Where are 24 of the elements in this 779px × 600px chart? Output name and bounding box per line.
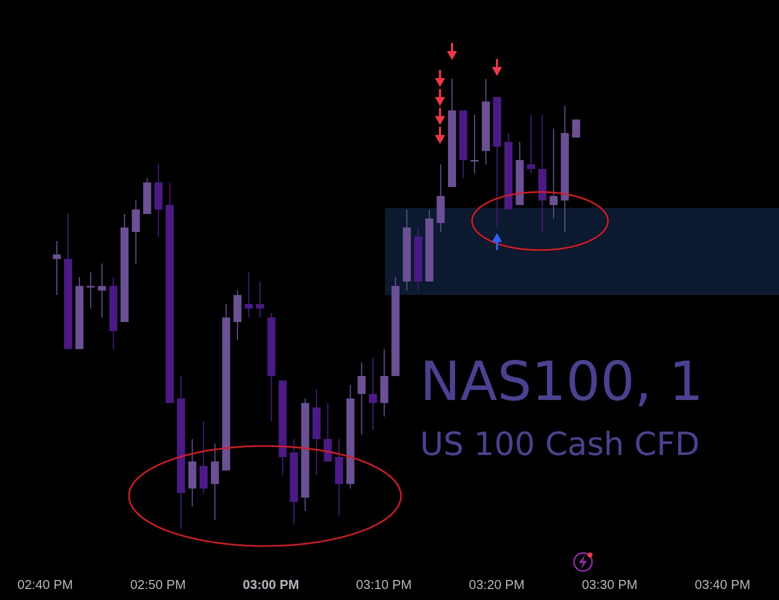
candlestick — [86, 272, 95, 309]
x-tick-label: 03:40 PM — [694, 577, 750, 592]
candlestick — [132, 200, 140, 264]
candlestick — [210, 443, 219, 520]
candlestick — [572, 120, 580, 138]
candlestick — [470, 114, 479, 174]
candlestick — [324, 402, 332, 462]
x-tick-label: 03:20 PM — [468, 577, 525, 592]
x-tick-label: 03:00 PM — [242, 577, 300, 592]
candlestick — [550, 128, 558, 219]
x-tick-label: 03:10 PM — [356, 577, 412, 592]
x-tick-label: 02:40 PM — [17, 577, 74, 592]
candlestick — [368, 358, 377, 430]
candlestick — [52, 240, 61, 296]
annotation: NAS100, 1 — [420, 350, 704, 413]
x-tick-label: 02:50 PM — [130, 577, 186, 592]
candlestick — [200, 420, 208, 494]
candlestick — [244, 272, 253, 318]
x-tick-label: 03:30 PM — [582, 577, 638, 592]
annotation: US 100 Cash CFD — [420, 425, 700, 463]
candlestick — [358, 362, 366, 435]
candlestick — [526, 114, 535, 174]
candlestick — [256, 281, 264, 318]
candlestick — [98, 263, 106, 318]
